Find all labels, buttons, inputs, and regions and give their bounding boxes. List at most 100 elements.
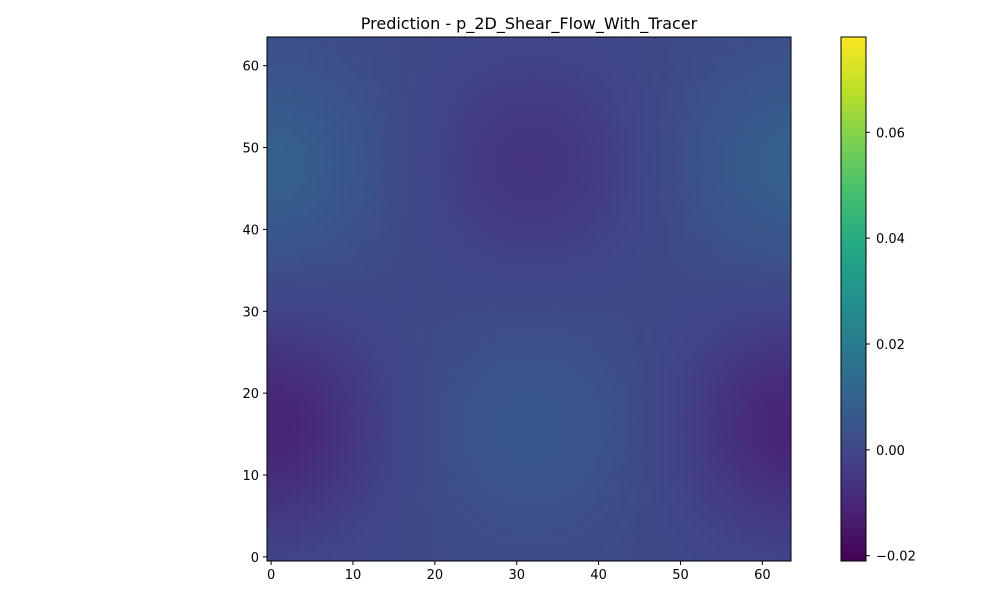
heatmap-cell	[340, 389, 350, 398]
heatmap-cell	[348, 331, 358, 341]
heatmap-cell	[684, 389, 694, 398]
heatmap-cell	[283, 511, 292, 521]
heatmap-cell	[668, 135, 677, 144]
heatmap-cell	[700, 446, 710, 455]
heatmap-cell	[741, 290, 751, 300]
heatmap-cell	[365, 380, 374, 390]
heatmap-cell	[709, 135, 718, 144]
heatmap-cell	[438, 258, 448, 267]
heatmap-cell	[307, 274, 317, 284]
heatmap-cell	[357, 487, 366, 496]
heatmap-cell	[586, 94, 595, 103]
heatmap-cell	[635, 413, 645, 423]
heatmap-cell	[578, 200, 587, 210]
heatmap-cell	[275, 192, 284, 202]
heatmap-cell	[463, 528, 473, 537]
heatmap-cell	[324, 127, 333, 136]
heatmap-cell	[774, 405, 784, 415]
heatmap-cell	[733, 135, 743, 144]
heatmap-cell	[553, 454, 563, 464]
heatmap-cell	[520, 77, 530, 87]
heatmap-cell	[545, 503, 554, 513]
heatmap-cell	[660, 438, 669, 447]
heatmap-cell	[627, 192, 636, 202]
heatmap-cell	[651, 364, 661, 374]
heatmap-cell	[774, 495, 784, 505]
heatmap-cell	[578, 520, 587, 529]
heatmap-cell	[569, 53, 579, 62]
heatmap-cell	[660, 118, 669, 128]
heatmap-cell	[602, 200, 612, 210]
heatmap-cell	[512, 454, 522, 464]
heatmap-cell	[643, 118, 653, 128]
heatmap-cell	[438, 151, 448, 161]
heatmap-cell	[365, 528, 374, 537]
heatmap-cell	[733, 454, 743, 464]
heatmap-cell	[373, 528, 383, 537]
heatmap-cell	[758, 487, 767, 496]
heatmap-cell	[447, 503, 456, 513]
heatmap-cell	[463, 552, 473, 562]
heatmap-cell	[267, 127, 276, 136]
heatmap-cell	[422, 143, 432, 153]
heatmap-cell	[782, 290, 792, 300]
heatmap-cell	[381, 69, 391, 79]
heatmap-cell	[283, 176, 292, 185]
heatmap-cell	[651, 479, 661, 488]
heatmap-cell	[512, 159, 522, 169]
heatmap-cell	[307, 37, 317, 46]
heatmap-cell	[553, 94, 563, 103]
heatmap-cell	[725, 86, 735, 95]
heatmap-cell	[488, 290, 497, 300]
heatmap-cell	[348, 77, 358, 87]
heatmap-cell	[569, 405, 579, 415]
heatmap-cell	[733, 274, 743, 284]
heatmap-cell	[594, 118, 604, 128]
heatmap-cell	[373, 454, 383, 464]
heatmap-cell	[750, 438, 759, 447]
heatmap-cell	[299, 421, 309, 431]
heatmap-cell	[520, 69, 530, 79]
heatmap-cell	[586, 45, 595, 54]
heatmap-cell	[651, 389, 661, 398]
heatmap-cell	[537, 184, 546, 193]
heatmap-cell	[774, 266, 784, 275]
heatmap-cell	[758, 372, 767, 382]
heatmap-cell	[381, 225, 391, 234]
heatmap-cell	[684, 249, 694, 259]
heatmap-cell	[774, 331, 784, 341]
heatmap-cell	[496, 405, 505, 415]
heatmap-cell	[520, 110, 530, 120]
heatmap-cell	[463, 102, 473, 112]
heatmap-cell	[586, 168, 595, 177]
heatmap-cell	[479, 184, 489, 193]
heatmap-cell	[496, 487, 505, 496]
heatmap-cell	[283, 69, 292, 79]
heatmap-cell	[291, 413, 301, 423]
heatmap-cell	[594, 135, 604, 144]
heatmap-cell	[512, 192, 522, 202]
heatmap-cell	[488, 94, 497, 103]
heatmap-cell	[520, 470, 530, 480]
heatmap-cell	[267, 184, 276, 193]
heatmap-cell	[496, 536, 505, 546]
heatmap-cell	[488, 61, 497, 71]
heatmap-cell	[479, 430, 489, 439]
heatmap-cell	[709, 176, 718, 185]
heatmap-cell	[275, 421, 284, 431]
heatmap-cell	[602, 372, 612, 382]
heatmap-cell	[692, 323, 702, 333]
heatmap-cell	[758, 430, 767, 439]
heatmap-cell	[619, 348, 628, 357]
heatmap-cell	[422, 225, 432, 234]
heatmap-cell	[471, 159, 481, 169]
heatmap-cell	[692, 479, 702, 488]
heatmap-cell	[316, 225, 325, 234]
heatmap-cell	[504, 208, 514, 218]
heatmap-cell	[520, 86, 530, 95]
heatmap-cell	[700, 397, 710, 406]
heatmap-cell	[569, 233, 579, 243]
heatmap-cell	[340, 528, 350, 537]
heatmap-cell	[365, 348, 374, 357]
heatmap-cell	[529, 356, 538, 365]
